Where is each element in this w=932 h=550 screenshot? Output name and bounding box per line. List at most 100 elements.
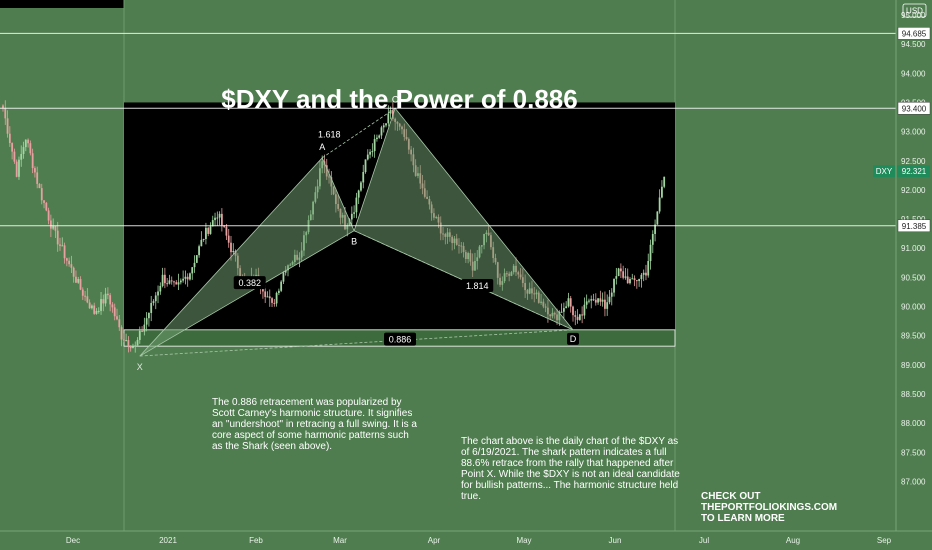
candle-body [216,217,219,219]
candle-body [277,290,280,293]
candle-body [220,213,223,226]
candle-body [15,161,18,177]
note-right: The chart above is the daily chart of th… [461,436,680,502]
candle-body [120,327,123,340]
candle-body [200,239,203,247]
fib-badge [384,332,417,346]
fib-badge [461,279,494,293]
candle-body [373,139,376,152]
candle-body [613,278,615,293]
candle-body [647,261,650,276]
x-tick-label: Feb [249,536,263,545]
candle-body [145,318,148,325]
point-label-x: X [137,362,143,372]
candle-body [59,244,61,246]
candle-body [148,312,150,319]
candle-body [186,276,189,280]
point-badge-d [567,332,579,345]
candle-body [578,314,581,320]
candle-body [619,268,622,272]
candle-body [173,281,175,283]
cta-line-1: CHECK OUT [701,491,761,502]
candle-body [38,183,41,189]
fib-label: 0.886 [389,335,412,345]
candle-body [4,108,7,119]
cta-text: CHECK OUT THEPORTFOLIOKINGS.COM TO LEARN… [701,491,851,524]
candle-body [86,296,89,303]
candle-body [152,301,155,303]
fib-label: 0.382 [238,278,261,288]
candle-body [70,264,73,268]
candle-body [364,159,367,172]
candle-body [49,220,52,229]
candle-body [18,159,20,177]
candle-body [631,278,634,280]
currency-label: USD [906,7,923,16]
candle-body [284,270,287,273]
y-tick-label: 88.500 [901,390,926,399]
candle-body [81,289,84,296]
candle-body [24,139,27,148]
fib-label: 1.814 [466,281,489,291]
candle-body [77,279,80,283]
candle-body [264,291,267,297]
candle-body [43,200,45,203]
chart-title: $DXY and the Power of 0.886 [221,84,578,114]
candle-body [79,279,82,290]
candle-body [198,246,200,256]
candle-body [387,113,390,124]
candle-body [227,235,230,243]
symbol-label: DXY [876,167,893,176]
candle-body [209,226,212,234]
point-label-a: A [319,142,325,152]
x-tick-label: May [516,536,531,545]
candle-body [654,224,656,234]
candle-body [27,139,29,144]
candle-body [161,274,164,286]
candle-body [191,267,194,274]
candle-body [106,293,109,296]
y-tick-label: 93.000 [901,128,926,137]
cta-line-2: THEPORTFOLIOKINGS.COM [701,502,838,513]
candle-body [63,245,66,259]
x-tick-label: Mar [333,536,347,545]
candle-body [56,230,59,245]
candle-body [11,143,14,152]
point-label-d: D [570,334,577,344]
candle-body [72,267,75,277]
x-tick-label: Dec [66,536,80,545]
y-tick-label: 90.000 [901,303,926,312]
candle-body [34,168,36,173]
candle-body [355,197,358,213]
candle-body [93,305,96,314]
candle-body [635,280,638,282]
x-tick-label: Jul [699,536,709,545]
candle-body [282,272,285,282]
last-price-label: 92.321 [902,167,927,176]
candle-body [626,276,629,284]
candle-body [75,276,77,283]
candle-body [376,137,378,140]
price-axis [896,0,932,550]
level-tag-text: 91.385 [902,222,927,231]
candle-body [207,227,210,234]
candle-body [36,172,39,184]
candle-body [52,226,55,229]
candle-body [266,296,269,298]
candle-body [31,153,34,169]
fib-badge [313,127,346,141]
candle-body [61,245,64,247]
candle-body [271,298,273,303]
fib-badge [233,276,266,290]
x-tick-label: Sep [877,536,892,545]
level-tag-text: 94.685 [902,29,927,38]
candle-body [366,154,369,160]
last-price-badge [897,165,930,178]
y-tick-label: 87.000 [901,477,926,486]
candle-body [617,268,620,277]
candle-body [154,295,157,302]
candle-body [581,314,584,316]
candle-body [656,211,659,225]
y-tick-label: 90.500 [901,273,926,282]
